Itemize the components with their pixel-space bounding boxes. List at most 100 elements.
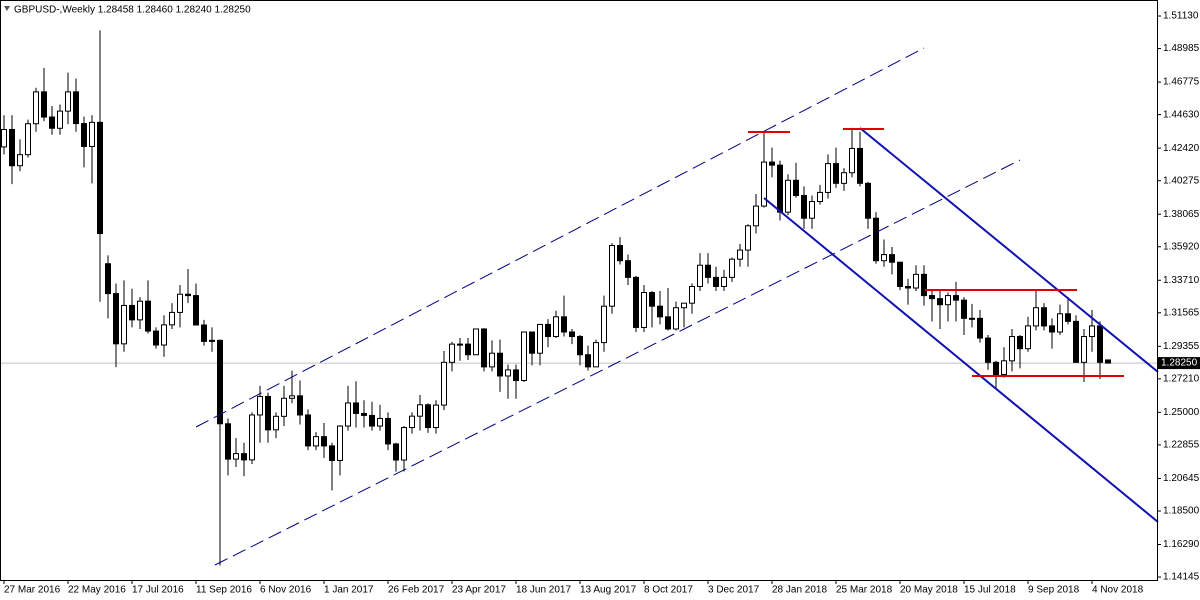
candle-body — [129, 304, 135, 321]
y-tick-label: 1.42420 — [1163, 143, 1200, 154]
candle-body — [385, 417, 391, 445]
candle-body — [49, 116, 55, 129]
candle-body — [553, 316, 559, 338]
y-tick-label: 1.33710 — [1163, 275, 1200, 286]
candle-body — [521, 331, 527, 382]
candle-body — [753, 205, 759, 227]
candle-body — [777, 164, 783, 213]
candle-body — [865, 182, 871, 219]
candle-body — [313, 436, 319, 447]
candle-body — [97, 121, 103, 235]
down-channel-lower — [763, 197, 1159, 523]
y-tick-label: 1.18500 — [1163, 506, 1200, 517]
candle-body — [673, 307, 679, 330]
price-label-box — [1158, 357, 1200, 370]
candle-body — [657, 305, 663, 318]
candle-body — [577, 336, 583, 356]
candle-body — [281, 397, 287, 417]
candle-body — [81, 123, 87, 147]
x-tick-label: 22 May 2016 — [68, 585, 126, 596]
trend-lines — [195, 47, 1159, 566]
chart-title: GBPUSD-,Weekly 1.28458 1.28460 1.28240 1… — [14, 5, 251, 16]
candle-body — [801, 194, 807, 219]
candle-body — [737, 249, 743, 260]
candle-body — [913, 273, 919, 289]
y-tick-label: 1.46775 — [1163, 77, 1200, 88]
y-tick-label: 1.31565 — [1163, 307, 1200, 318]
candle-body — [1041, 307, 1047, 327]
candle-body — [401, 427, 407, 461]
candle-body — [329, 445, 335, 461]
candle-body — [377, 417, 383, 427]
candle-body — [641, 292, 647, 328]
y-tick-label: 1.27210 — [1163, 373, 1200, 384]
candle-body — [929, 295, 935, 300]
candle-body — [633, 276, 639, 328]
channel-lower-dashed — [214, 159, 1021, 566]
candle-body — [889, 254, 895, 263]
candle-body — [217, 339, 223, 425]
candle-body — [1057, 313, 1063, 333]
price-label: 1.28250 — [1161, 358, 1198, 369]
candle-body — [273, 415, 279, 431]
candle-body — [697, 264, 703, 287]
candle-body — [241, 453, 247, 461]
candle-body — [489, 352, 495, 368]
x-tick-label: 8 Oct 2017 — [644, 585, 693, 596]
candle-body — [1081, 336, 1087, 363]
candle-body — [705, 264, 711, 278]
candle-body — [785, 179, 791, 213]
candle-body — [1097, 325, 1103, 363]
candle-body — [905, 285, 911, 289]
candle-body — [425, 404, 431, 429]
y-tick-label: 1.25000 — [1163, 407, 1200, 418]
candle-body — [849, 147, 855, 174]
candle-body — [201, 324, 207, 342]
candle-body — [33, 91, 39, 125]
candle-body — [873, 217, 879, 262]
y-tick-label: 1.20645 — [1163, 473, 1200, 484]
candle-body — [393, 443, 399, 461]
candle-body — [729, 258, 735, 278]
candle-body — [665, 316, 671, 330]
candle-body — [761, 161, 767, 207]
y-tick-label: 1.35920 — [1163, 241, 1200, 252]
candle-body — [809, 201, 815, 219]
candle-body — [881, 254, 887, 262]
candle-body — [361, 412, 367, 416]
candle-body — [481, 328, 487, 368]
candle-body — [465, 343, 471, 356]
candle-body — [1017, 336, 1023, 350]
candle-body — [409, 415, 415, 429]
candle-body — [25, 123, 31, 156]
x-tick-label: 13 Aug 2017 — [580, 585, 637, 596]
candle-body — [113, 293, 119, 345]
candle-body — [1105, 359, 1111, 364]
plot-frame — [0, 0, 1158, 581]
candle-body — [121, 304, 127, 345]
candles — [1, 30, 1111, 566]
x-tick-label: 9 Sep 2018 — [1028, 585, 1080, 596]
candle-body — [337, 425, 343, 461]
y-tick-label: 1.22855 — [1163, 440, 1200, 451]
candle-body — [441, 361, 447, 406]
candle-body — [601, 305, 607, 344]
x-tick-label: 20 May 2018 — [900, 585, 958, 596]
candle-body — [649, 292, 655, 307]
candle-body — [321, 436, 327, 447]
candle-body — [713, 276, 719, 287]
x-tick-label: 3 Dec 2017 — [708, 585, 760, 596]
candle-body — [593, 342, 599, 368]
candle-body — [457, 343, 463, 346]
candle-body — [625, 260, 631, 278]
title-icon — [4, 6, 10, 11]
candle-body — [249, 414, 255, 461]
x-tick-label: 18 Jun 2017 — [516, 585, 571, 596]
x-tick-label: 25 Mar 2018 — [836, 585, 893, 596]
candle-body — [473, 328, 479, 356]
candle-body — [65, 91, 71, 112]
candle-body — [89, 121, 95, 147]
candle-body — [585, 354, 591, 368]
